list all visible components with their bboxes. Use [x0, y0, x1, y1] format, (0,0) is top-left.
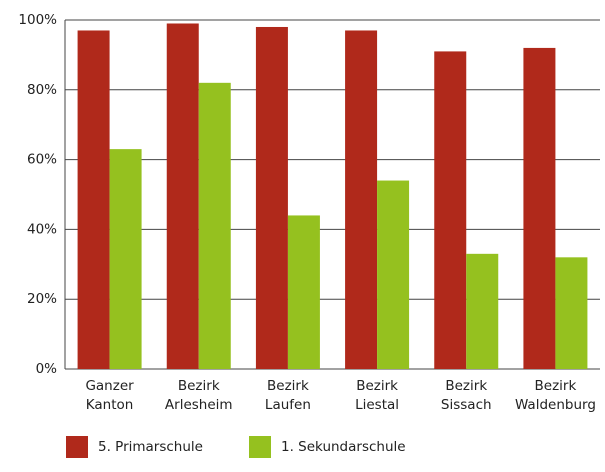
y-tick-label: 0% — [36, 361, 58, 377]
legend-label: 1. Sekundarschule — [281, 439, 406, 455]
x-tick-line: Ganzer — [85, 378, 134, 394]
x-tick-line: Bezirk — [267, 378, 309, 394]
y-tick-label: 40% — [27, 221, 57, 237]
x-tick-label: Bezirk Arlesheim — [165, 378, 233, 413]
x-tick-label: Bezirk Liestal — [355, 378, 399, 413]
x-tick-label: Bezirk Sissach — [441, 378, 492, 413]
bar — [555, 257, 588, 369]
y-tick-label: 20% — [27, 291, 57, 307]
legend-swatch — [249, 436, 271, 458]
bar — [255, 26, 288, 369]
y-tick-label: 80% — [27, 82, 57, 98]
x-tick-line: Bezirk — [356, 378, 398, 394]
y-tick-label: 100% — [18, 12, 57, 28]
x-tick-line: Arlesheim — [165, 397, 233, 413]
bar — [109, 149, 142, 369]
legend-swatch — [66, 436, 88, 458]
bar — [77, 30, 110, 369]
bar — [198, 82, 231, 369]
x-tick-line: Bezirk — [445, 378, 487, 394]
bar — [434, 51, 467, 369]
bar — [287, 215, 320, 369]
bar — [466, 253, 499, 369]
bar — [345, 30, 378, 369]
y-tick-label: 60% — [27, 152, 57, 168]
bar — [523, 47, 556, 370]
x-tick-line: Sissach — [441, 397, 492, 413]
x-tick-label: Bezirk Waldenburg — [515, 378, 596, 413]
x-tick-line: Bezirk — [535, 378, 577, 394]
bar — [166, 23, 199, 370]
legend-label: 5. Primarschule — [98, 439, 203, 455]
x-tick-label: Ganzer Kanton — [85, 378, 134, 413]
x-tick-line: Bezirk — [178, 378, 220, 394]
x-tick-line: Laufen — [265, 397, 311, 413]
bar — [377, 180, 410, 369]
x-tick-line: Waldenburg — [515, 397, 596, 413]
x-tick-line: Liestal — [355, 397, 399, 413]
x-tick-label: Bezirk Laufen — [265, 378, 311, 413]
x-tick-line: Kanton — [86, 397, 134, 413]
